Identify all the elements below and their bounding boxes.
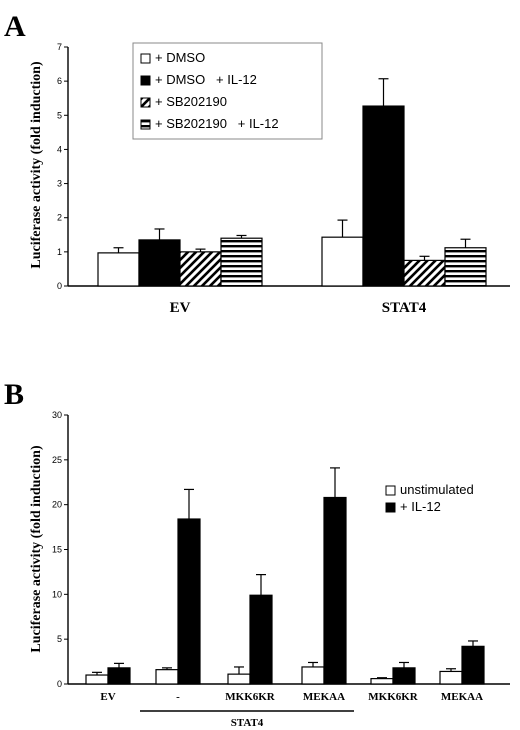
y-tick-label: 4 [57, 144, 62, 154]
group-annotation-b: STAT4 [140, 710, 354, 729]
y-tick-label: 30 [52, 410, 62, 420]
bar [179, 251, 222, 287]
bar [362, 105, 405, 287]
bar [107, 667, 131, 685]
y-tick-label: 7 [57, 42, 62, 52]
bar [439, 670, 463, 685]
bar [323, 496, 347, 685]
legend-swatch [140, 53, 151, 64]
legend-entry: + IL-12 [400, 499, 441, 514]
legend-entry: + SB202190 [155, 94, 227, 109]
bars-a [97, 78, 487, 287]
bar [392, 667, 416, 685]
bar [85, 674, 109, 685]
bar [370, 678, 394, 685]
y-tick-label: 15 [52, 545, 62, 555]
category-label: - [176, 691, 180, 703]
panel-label-b: B [4, 378, 24, 411]
y-tick-label: 20 [52, 500, 62, 510]
category-label: MKK6KR [225, 691, 276, 703]
legend-swatch [385, 485, 396, 496]
bar [403, 259, 446, 287]
legend-entry: + DMSO [155, 50, 205, 65]
y-tick-label: 5 [57, 634, 62, 644]
legend-entry: unstimulated [400, 482, 474, 497]
y-axis-label-b: Luciferase activity (fold induction) [29, 445, 44, 653]
axes-b: 0 5 10 15 20 25 30 EV - MKK6KR MEKAA MKK6KR MEKAA [52, 410, 510, 703]
y-tick-label: 3 [57, 179, 62, 189]
y-tick-label: 6 [57, 76, 62, 86]
legend-entry: + DMSO + IL-12 [155, 72, 257, 87]
y-axis-label-a: Luciferase activity (fold induction) [29, 61, 44, 269]
bars-b [85, 467, 485, 685]
bar [301, 666, 325, 685]
panel-label-a: A [4, 10, 26, 43]
panel-a: A Luciferase activity (fold induction) 0… [4, 10, 510, 316]
bar [461, 645, 485, 685]
y-tick-label: 2 [57, 213, 62, 223]
y-tick-label: 1 [57, 247, 62, 257]
panel-b: B Luciferase activity (fold induction) 0… [4, 378, 510, 729]
y-tick-label: 5 [57, 110, 62, 120]
legend-swatch [140, 97, 151, 108]
bar [321, 236, 364, 287]
bar [155, 669, 179, 685]
legend-swatch [140, 75, 151, 86]
bar [227, 673, 251, 685]
y-tick-label: 0 [57, 281, 62, 291]
bar [249, 594, 273, 685]
category-label: EV [100, 691, 115, 703]
category-label: MKK6KR [368, 691, 419, 703]
group-label: STAT4 [231, 717, 264, 729]
legend-a: + DMSO + DMSO + IL-12 + SB202190 + SB202190… [132, 42, 323, 140]
category-label: MEKAA [303, 691, 345, 703]
y-tick-label: 10 [52, 589, 62, 599]
y-tick-label: 0 [57, 679, 62, 689]
legend-swatch [385, 502, 396, 513]
legend-b: unstimulated + IL-12 [385, 482, 474, 514]
category-label: STAT4 [382, 300, 427, 316]
legend-swatch [140, 119, 151, 130]
legend-frame [132, 42, 323, 140]
legend-entry: + SB202190 + IL-12 [155, 116, 279, 131]
bar [220, 237, 263, 287]
bar [97, 252, 140, 287]
bar [177, 518, 201, 685]
y-tick-label: 25 [52, 455, 62, 465]
category-label: EV [170, 300, 191, 316]
category-label: MEKAA [441, 691, 483, 703]
bar [138, 239, 181, 287]
bar [444, 247, 487, 287]
